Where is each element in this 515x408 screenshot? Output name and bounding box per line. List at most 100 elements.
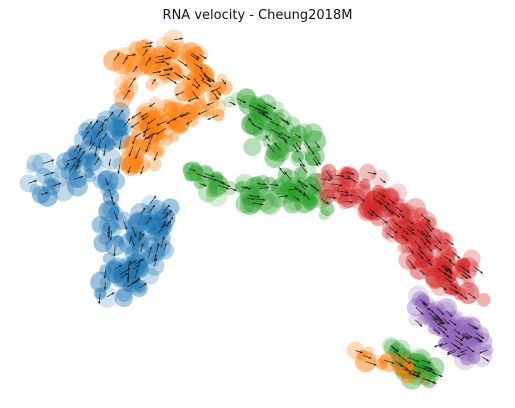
- cell-point: [124, 136, 137, 148]
- velocity-arrow-head: [148, 142, 151, 146]
- velocity-arrow-head: [429, 263, 433, 266]
- cell-point: [212, 175, 228, 191]
- velocity-arrow-head: [305, 184, 308, 188]
- cell-point: [287, 127, 302, 141]
- cell-point: [102, 252, 116, 265]
- velocity-arrow-head: [397, 215, 400, 218]
- velocity-arrow-head: [196, 96, 199, 100]
- velocity-arrow-head: [460, 343, 464, 346]
- cell-point: [105, 117, 124, 136]
- velocity-arrow-head: [382, 180, 386, 183]
- velocity-arrow-head: [118, 265, 122, 268]
- velocity-arrow-head: [457, 354, 460, 357]
- cell-point: [114, 76, 128, 90]
- velocity-arrow-head: [199, 66, 203, 70]
- velocity-arrow-head: [127, 279, 130, 283]
- velocity-arrow-head: [168, 220, 171, 224]
- velocity-arrow-head: [206, 103, 210, 106]
- velocity-arrow-head: [351, 172, 355, 175]
- cell-point: [114, 267, 135, 288]
- velocity-arrow-head: [161, 55, 165, 58]
- cell-point: [110, 128, 122, 140]
- velocity-arrow-head: [341, 174, 345, 178]
- cell-point: [93, 174, 108, 189]
- velocity-arrow-head: [157, 243, 160, 247]
- velocity-arrow-head: [170, 216, 173, 220]
- cell-point: [52, 180, 74, 202]
- velocity-arrow-head: [101, 129, 104, 132]
- velocity-arrow-head: [421, 233, 425, 236]
- velocity-arrow-head: [284, 171, 287, 175]
- velocity-arrow-head: [103, 276, 107, 279]
- velocity-arrow-head: [405, 232, 409, 235]
- velocity-arrow-head: [207, 117, 211, 120]
- velocity-arrow-head: [135, 156, 138, 159]
- velocity-arrow-head: [180, 115, 183, 118]
- cell-point: [103, 126, 124, 146]
- cell-point: [168, 110, 191, 133]
- velocity-arrow-head: [468, 275, 472, 278]
- cell-point: [269, 101, 285, 117]
- velocity-arrow-head: [222, 181, 226, 184]
- cell-point: [303, 123, 323, 143]
- velocity-arrow-head: [149, 217, 152, 220]
- cell-point: [26, 154, 44, 172]
- cell-point: [413, 353, 428, 369]
- cell-point: [29, 183, 41, 196]
- velocity-arrow-head: [423, 302, 426, 306]
- cell-point: [403, 359, 415, 370]
- velocity-arrow-head: [444, 327, 448, 331]
- cell-point: [128, 41, 144, 57]
- velocity-arrow-head: [135, 269, 138, 272]
- cell-point: [125, 275, 144, 295]
- cell-point: [168, 41, 191, 63]
- velocity-arrow-head: [267, 143, 270, 147]
- cell-point: [147, 227, 161, 242]
- cell-point: [235, 180, 251, 196]
- velocity-arrow-head: [334, 196, 337, 200]
- velocity-arrow-head: [379, 202, 382, 205]
- velocity-arrow-head: [382, 195, 386, 198]
- velocity-arrow-head: [103, 287, 107, 290]
- cell-point: [181, 101, 201, 121]
- cell-point: [153, 107, 167, 121]
- velocity-arrow-head: [145, 149, 148, 153]
- cell-point: [140, 115, 161, 136]
- velocity-arrow-head: [76, 164, 79, 168]
- velocity-arrow-head: [89, 142, 92, 145]
- velocity-arrow-head: [419, 323, 423, 327]
- velocity-arrow-head: [422, 272, 426, 275]
- velocity-arrow-head: [121, 109, 124, 113]
- cell-point: [339, 188, 359, 208]
- velocity-arrow-head: [372, 211, 375, 214]
- cell-point: [291, 150, 304, 163]
- velocity-arrow-head: [184, 63, 188, 67]
- velocity-arrow-head: [449, 271, 453, 274]
- velocity-arrow-head: [153, 78, 156, 82]
- velocity-arrow-head: [274, 142, 277, 146]
- cell-point: [111, 115, 125, 129]
- velocity-arrow-head: [311, 151, 315, 155]
- velocity-arrow-head: [104, 133, 107, 137]
- cell-point: [108, 102, 130, 123]
- velocity-arrow-head: [262, 198, 266, 201]
- velocity-arrow-head: [427, 308, 430, 311]
- cell-point: [145, 78, 158, 91]
- velocity-arrow-head: [187, 77, 191, 80]
- cell-point: [161, 99, 176, 114]
- velocity-arrow-head: [428, 369, 432, 372]
- velocity-arrow-head: [481, 336, 485, 339]
- velocity-arrow-head: [440, 374, 443, 377]
- velocity-arrow-head: [125, 56, 128, 60]
- cell-point: [168, 131, 180, 143]
- velocity-arrow-head: [373, 363, 377, 366]
- velocity-arrow-head: [298, 135, 302, 138]
- velocity-arrow-head: [453, 323, 457, 326]
- cell-point: [321, 163, 337, 179]
- velocity-arrow-head: [154, 257, 158, 261]
- velocity-arrow-head: [398, 225, 402, 229]
- cell-point: [259, 193, 282, 215]
- cell-point: [168, 109, 182, 122]
- velocity-arrow-head: [479, 351, 482, 354]
- velocity-arrow-head: [137, 278, 141, 281]
